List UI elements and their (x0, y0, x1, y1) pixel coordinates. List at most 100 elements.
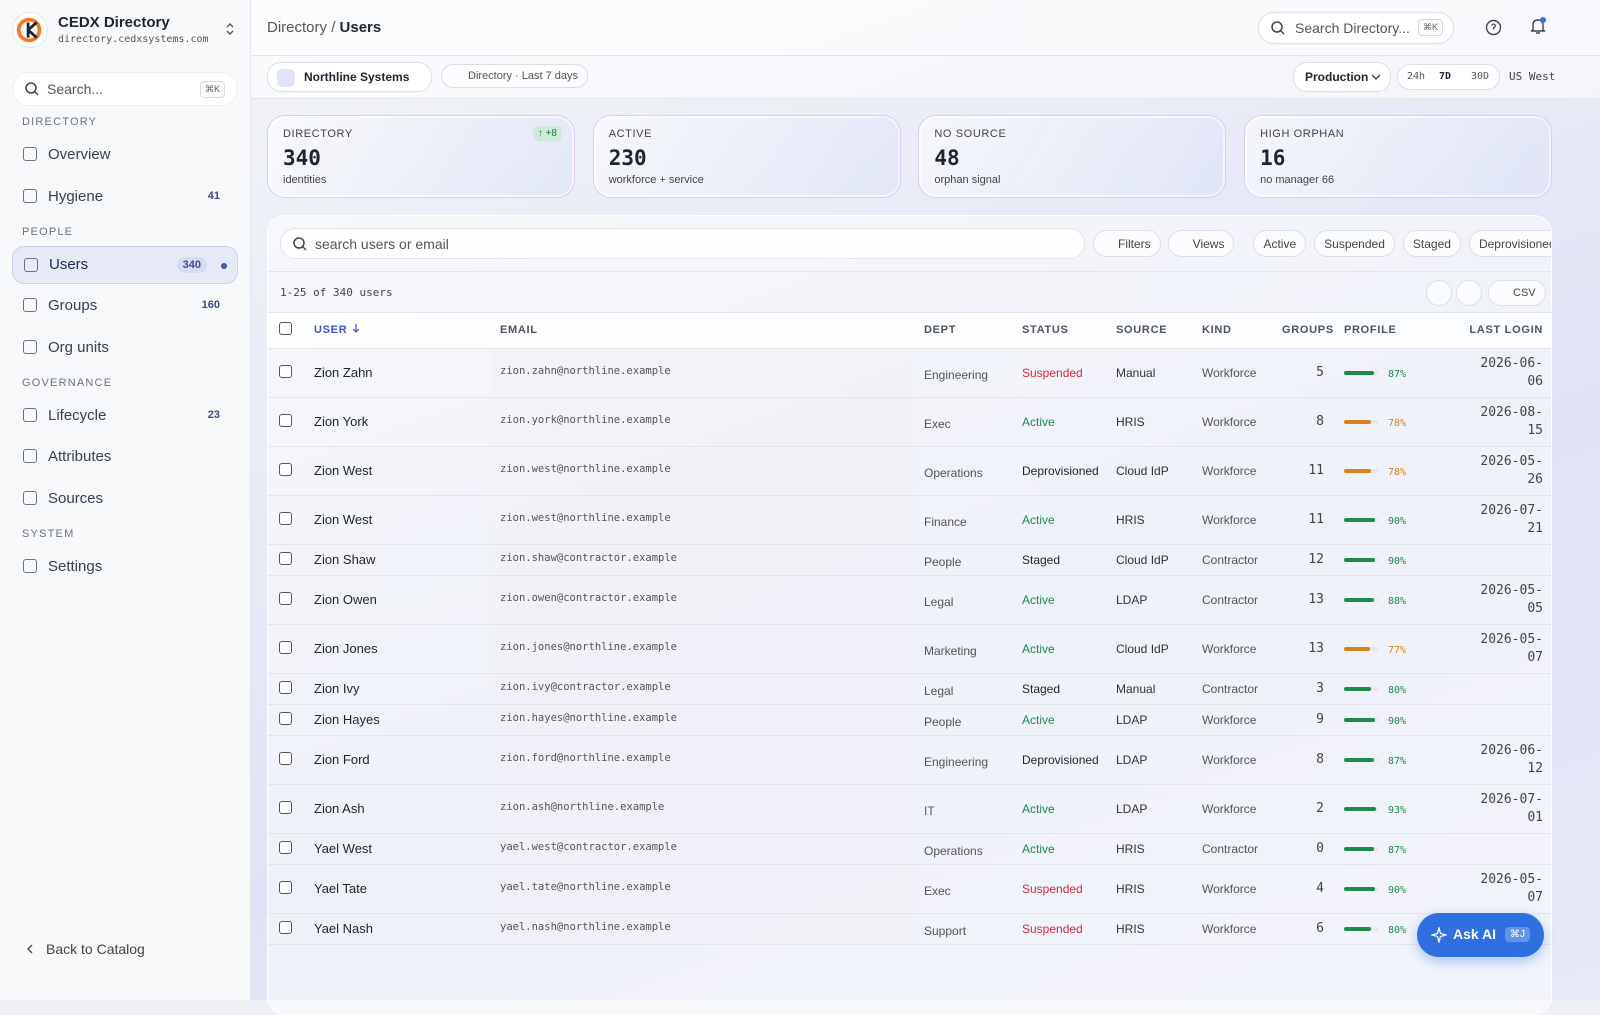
nav-item[interactable]: Settings (12, 548, 238, 586)
user-row[interactable]: Zion Hayes zion.hayes@northline.example Pe… (268, 704, 1551, 736)
user-row[interactable]: Zion Zahn zion.zahn@northline.example Engi… (268, 348, 1551, 398)
row-checkbox[interactable] (279, 680, 292, 694)
row-checkbox[interactable] (279, 462, 292, 476)
stat-label: HIGH ORPHAN (1260, 128, 1345, 140)
row-checkbox[interactable] (279, 711, 292, 725)
user-status: Active (1012, 575, 1106, 625)
column-header[interactable]: PROFILE (1334, 313, 1434, 349)
breadcrumb: Directory / Users (267, 19, 381, 36)
column-header[interactable]: SOURCE (1106, 313, 1192, 349)
table-search[interactable]: search users or email (280, 228, 1085, 259)
toolbar-button[interactable]: Filters (1093, 230, 1161, 257)
notifications-icon[interactable] (1528, 16, 1548, 36)
column-header[interactable]: EMAIL (490, 313, 914, 349)
user-row[interactable]: Zion Ford zion.ford@northline.example Engi… (268, 735, 1551, 785)
sparkle-icon (1431, 927, 1447, 943)
org-selector[interactable]: Northline Systems (267, 62, 432, 92)
user-groups: 0 (1272, 833, 1334, 865)
user-name: Yael Tate (304, 864, 490, 914)
profile-label: 80% (1388, 684, 1407, 696)
profile-label: 87% (1388, 844, 1407, 856)
column-header[interactable]: STATUS (1012, 313, 1106, 349)
user-row[interactable]: Zion York zion.york@northline.example Exec… (268, 397, 1551, 447)
last-login: 2026-05-07 (1480, 631, 1543, 665)
crumb[interactable]: Directory (267, 19, 328, 36)
user-row[interactable]: Yael Tate yael.tate@northline.example Exec… (268, 864, 1551, 914)
row-checkbox[interactable] (279, 880, 292, 894)
nav: DIRECTORY Overview Hygiene 41 PEOPLE Users 340… (0, 116, 250, 589)
global-search[interactable]: Search Directory... ⌘K (1258, 12, 1454, 44)
crumb-current: Users (339, 19, 382, 36)
row-checkbox[interactable] (279, 413, 292, 427)
brand[interactable]: CEDX Directory directory.cedxsystems.com (12, 12, 242, 52)
user-row[interactable]: Yael Nash yael.nash@northline.example Supp… (268, 913, 1551, 945)
back-link[interactable]: Back to Catalog (26, 941, 145, 957)
export-button[interactable]: CSV (1488, 280, 1546, 306)
nav-item[interactable]: Lifecycle 23 (12, 397, 238, 435)
column-header[interactable]: USER (304, 313, 490, 349)
nav-item[interactable]: Groups 160 (12, 287, 238, 325)
profile-label: 90% (1388, 555, 1407, 567)
row-checkbox[interactable] (279, 751, 292, 765)
user-row[interactable]: Zion Shaw zion.shaw@contractor.example Peo… (268, 544, 1551, 576)
user-row[interactable]: Zion West zion.west@northline.example Oper… (268, 446, 1551, 496)
user-row[interactable]: Zion West zion.west@northline.example Fina… (268, 495, 1551, 545)
profile-bar (1344, 647, 1371, 652)
status-chip[interactable]: Suspended (1314, 230, 1395, 257)
status-chip[interactable]: Staged (1402, 230, 1461, 257)
row-checkbox[interactable] (279, 920, 292, 934)
cell (268, 495, 304, 545)
nav-item[interactable]: Users 340 (12, 245, 238, 284)
row-checkbox[interactable] (279, 364, 292, 378)
column-header[interactable]: GROUPS (1272, 313, 1334, 349)
row-checkbox[interactable] (279, 840, 292, 854)
user-dept: IT (914, 784, 1012, 834)
nav-item[interactable]: Sources (12, 480, 238, 518)
row-checkbox[interactable] (279, 511, 292, 525)
user-row[interactable]: Zion Owen zion.owen@contractor.example Leg… (268, 575, 1551, 625)
row-checkbox[interactable] (279, 591, 292, 605)
user-row[interactable]: Zion Jones zion.jones@northline.example Ma… (268, 624, 1551, 674)
nav-item[interactable]: Attributes (12, 438, 238, 476)
user-name: Zion Hayes (304, 704, 490, 736)
user-source: LDAP (1106, 704, 1192, 736)
select-all[interactable] (279, 322, 292, 336)
row-checkbox[interactable] (279, 800, 292, 814)
profile-bar-track (1344, 807, 1378, 812)
sidebar-search[interactable]: Search... ⌘K (12, 72, 238, 106)
environment: Production (1305, 70, 1369, 84)
row-checkbox[interactable] (279, 640, 292, 654)
user-source: Manual (1106, 348, 1192, 398)
density-button[interactable] (1426, 280, 1452, 306)
nav-section-title: GOVERNANCE (22, 376, 113, 389)
user-row[interactable]: Zion Ash zion.ash@northline.example IT Acti… (268, 784, 1551, 834)
range-option[interactable]: 24h (1407, 71, 1426, 82)
status-chip[interactable]: Active (1253, 230, 1307, 257)
cell (268, 784, 304, 834)
column-header[interactable]: KIND (1192, 313, 1272, 349)
column-label: PROFILE (1344, 324, 1397, 337)
range-option[interactable]: 7D (1439, 71, 1452, 82)
row-checkbox[interactable] (279, 551, 292, 565)
range-option[interactable]: 30D (1471, 71, 1490, 82)
user-row[interactable]: Yael West yael.west@contractor.example Ope… (268, 833, 1551, 865)
stat-label: NO SOURCE (934, 128, 1007, 140)
user-status: Staged (1012, 673, 1106, 705)
column-label: DEPT (924, 324, 957, 337)
columns-button[interactable] (1456, 280, 1482, 306)
environment-selector[interactable]: Production (1293, 62, 1391, 92)
user-row[interactable]: Zion Ivy zion.ivy@contractor.example Legal… (268, 673, 1551, 705)
column-header[interactable]: LAST LOGIN (1434, 313, 1551, 349)
nav-item[interactable]: Overview (12, 136, 238, 174)
last-login: 2026-06-06 (1480, 355, 1543, 389)
column-header[interactable]: DEPT (914, 313, 1012, 349)
last-login: 2026-05-05 (1480, 582, 1543, 616)
profile-bar (1344, 558, 1375, 563)
help-icon[interactable] (1485, 19, 1502, 36)
nav-item[interactable]: Hygiene 41 (12, 178, 238, 216)
status-chip[interactable]: Deprovisioned (1468, 230, 1551, 257)
cell (268, 864, 304, 914)
nav-item[interactable]: Org units (12, 329, 238, 367)
ask-ai-button[interactable]: Ask AI ⌘J (1417, 913, 1544, 957)
toolbar-button[interactable]: Views (1167, 230, 1235, 257)
